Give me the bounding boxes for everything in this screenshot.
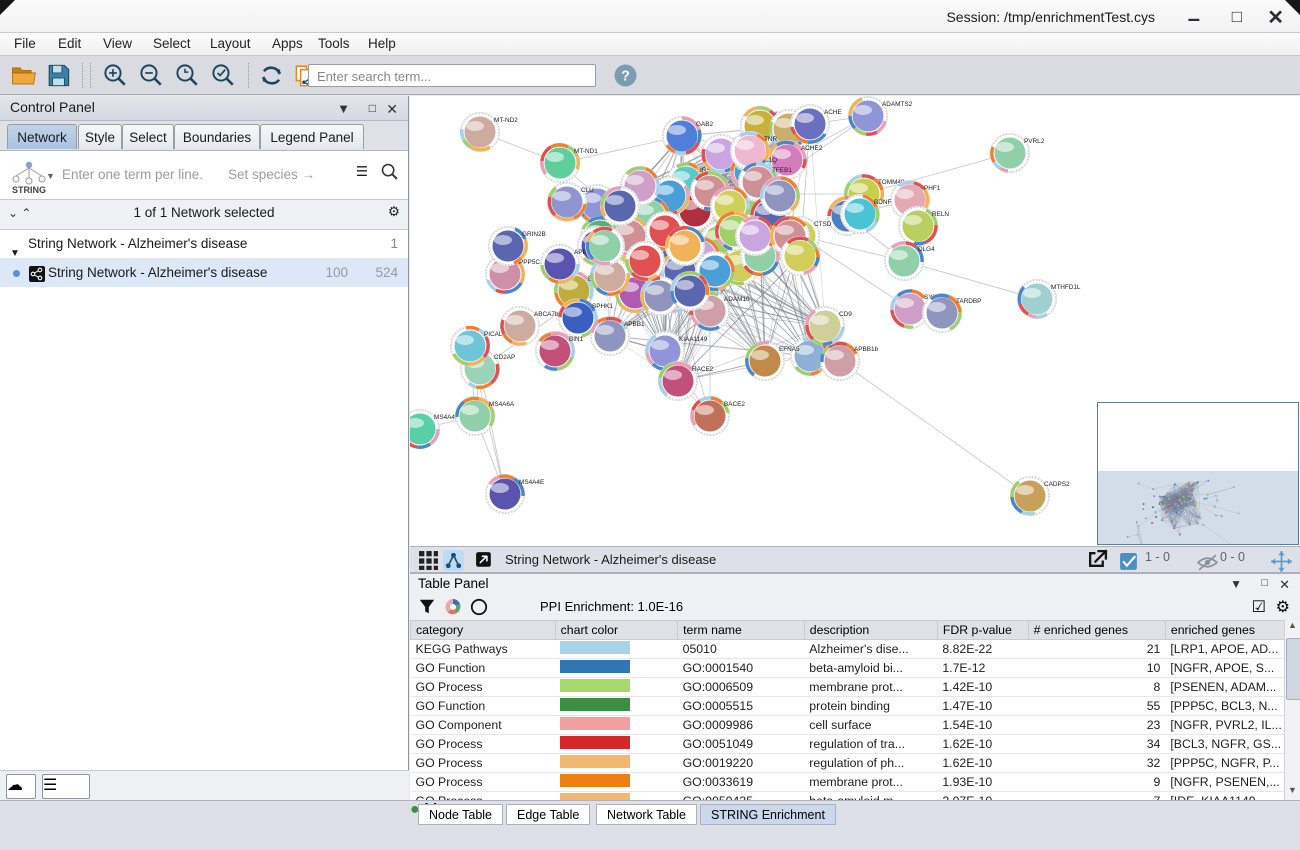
- svg-text:BACE2: BACE2: [724, 401, 745, 408]
- svg-text:MTHFD1L: MTHFD1L: [1051, 284, 1081, 291]
- svg-text:TFEB1: TFEB1: [772, 167, 792, 174]
- svg-text:MS4A6A: MS4A6A: [489, 401, 515, 408]
- svg-text:RACE2: RACE2: [692, 366, 714, 373]
- svg-text:PHF1: PHF1: [924, 185, 941, 192]
- svg-text:TARDBP: TARDBP: [956, 298, 981, 305]
- svg-text:ADAMTS2: ADAMTS2: [882, 101, 913, 108]
- svg-text:PVRL2: PVRL2: [1024, 138, 1045, 145]
- svg-text:CADPS2: CADPS2: [1044, 481, 1070, 488]
- svg-text:EFNA5: EFNA5: [779, 346, 800, 353]
- svg-text:BDNF: BDNF: [874, 199, 891, 206]
- svg-text:APBB1b: APBB1b: [854, 346, 879, 353]
- svg-text:?: ?: [621, 69, 630, 85]
- svg-text:RELN: RELN: [932, 211, 949, 218]
- svg-text:MS4A4E: MS4A4E: [519, 479, 544, 486]
- svg-text:GRIN2B: GRIN2B: [522, 231, 546, 238]
- svg-text:KIAA1149: KIAA1149: [679, 336, 708, 343]
- svg-text:STRING: STRING: [12, 185, 46, 195]
- svg-text:ACHE2: ACHE2: [801, 145, 823, 152]
- svg-text:DLG4: DLG4: [918, 246, 935, 253]
- svg-text:ACHE: ACHE: [824, 109, 842, 116]
- svg-text:TNR: TNR: [764, 136, 778, 143]
- svg-text:MT-ND1: MT-ND1: [574, 148, 598, 155]
- svg-text:ADAM10: ADAM10: [724, 296, 750, 303]
- svg-text:MT-ND2: MT-ND2: [494, 117, 518, 124]
- svg-text:CLU: CLU: [581, 187, 594, 194]
- svg-text:CD9: CD9: [839, 311, 852, 318]
- svg-text:GAB2: GAB2: [696, 121, 713, 128]
- svg-text:BIN1: BIN1: [569, 336, 584, 343]
- svg-text:CD2AP: CD2AP: [494, 354, 515, 361]
- svg-text:CTSD: CTSD: [814, 221, 832, 228]
- svg-text:APBB1: APBB1: [624, 321, 645, 328]
- svg-text:ABCA7b: ABCA7b: [534, 311, 559, 318]
- svg-text:SPHK1: SPHK1: [592, 303, 613, 310]
